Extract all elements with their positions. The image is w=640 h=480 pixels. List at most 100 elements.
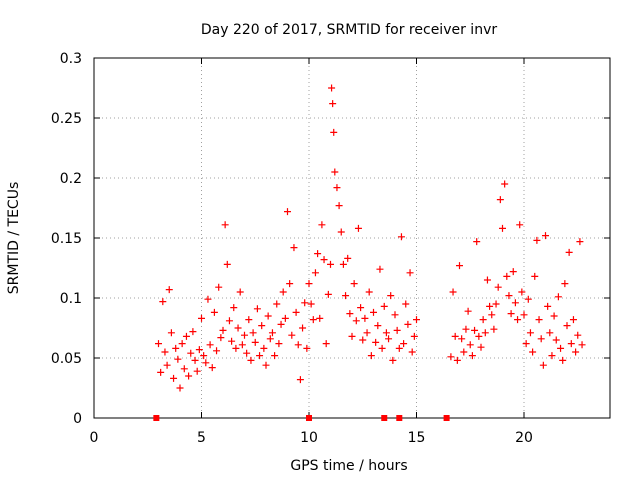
data-point xyxy=(408,348,416,356)
gap-marker xyxy=(381,415,388,421)
y-tick-label: 0.15 xyxy=(51,231,82,247)
data-point xyxy=(404,320,412,328)
data-point xyxy=(290,244,298,252)
data-point xyxy=(561,280,569,288)
data-point xyxy=(544,302,552,310)
data-point xyxy=(542,232,549,240)
data-point xyxy=(486,302,494,310)
data-point xyxy=(548,352,556,360)
data-point xyxy=(359,336,367,344)
data-point xyxy=(387,292,395,300)
data-point xyxy=(159,298,167,306)
data-point xyxy=(277,320,285,328)
data-point xyxy=(449,288,457,296)
data-point xyxy=(494,283,502,291)
data-point xyxy=(524,295,532,303)
x-tick-label: 10 xyxy=(300,430,318,446)
data-point xyxy=(406,269,414,277)
data-point xyxy=(204,295,212,303)
data-point xyxy=(311,269,319,277)
data-point xyxy=(518,288,526,296)
data-point xyxy=(260,344,268,352)
data-point xyxy=(286,280,294,288)
data-point xyxy=(483,276,491,284)
data-point xyxy=(176,384,184,392)
data-point xyxy=(514,316,522,324)
data-point xyxy=(314,250,322,258)
data-point xyxy=(217,334,225,342)
axes xyxy=(93,57,611,419)
data-point xyxy=(466,341,474,349)
data-point xyxy=(294,341,302,349)
data-point xyxy=(238,341,246,349)
x-tick-label: 15 xyxy=(408,430,426,446)
data-point xyxy=(451,332,459,340)
data-point xyxy=(191,356,199,364)
data-point xyxy=(161,348,169,356)
data-point xyxy=(511,299,519,307)
data-point xyxy=(507,310,515,318)
data-point xyxy=(219,326,227,334)
data-point xyxy=(232,344,240,352)
data-point xyxy=(346,310,354,318)
data-point xyxy=(155,340,162,348)
y-tick-label: 0.05 xyxy=(51,351,82,367)
x-tick-label: 5 xyxy=(197,430,206,446)
data-point xyxy=(516,221,524,229)
data-point xyxy=(393,326,401,334)
x-tick-label: 0 xyxy=(90,430,99,446)
data-point xyxy=(187,349,195,357)
data-point xyxy=(468,352,476,360)
data-point xyxy=(574,331,582,339)
data-point xyxy=(367,352,375,360)
data-point xyxy=(410,332,418,340)
y-tick-label: 0.1 xyxy=(60,291,82,307)
data-point xyxy=(210,308,218,316)
data-point xyxy=(481,329,489,337)
data-point xyxy=(309,316,317,324)
data-point xyxy=(378,344,386,352)
data-point xyxy=(475,332,483,340)
data-point xyxy=(303,344,311,352)
data-point xyxy=(479,316,487,324)
data-point xyxy=(557,344,565,352)
data-point xyxy=(208,364,216,372)
data-point xyxy=(271,352,279,360)
data-point xyxy=(305,280,313,288)
data-point xyxy=(200,352,208,360)
data-point xyxy=(503,272,511,280)
data-point xyxy=(539,361,547,369)
data-point xyxy=(447,353,455,361)
data-point xyxy=(330,128,338,136)
data-point xyxy=(559,356,567,364)
data-point xyxy=(266,335,274,343)
data-point xyxy=(344,254,352,262)
data-point xyxy=(382,329,390,337)
data-point xyxy=(328,84,336,92)
gap-marker xyxy=(443,415,450,421)
data-point xyxy=(531,272,539,280)
data-point xyxy=(350,280,358,288)
data-point xyxy=(284,208,291,216)
data-point xyxy=(230,304,238,312)
data-point xyxy=(400,340,408,348)
data-point xyxy=(198,314,205,322)
data-point xyxy=(526,329,534,337)
data-point xyxy=(256,352,264,360)
data-point xyxy=(322,340,330,348)
data-point xyxy=(243,349,251,357)
data-point xyxy=(363,329,371,337)
data-point xyxy=(335,202,343,210)
data-point xyxy=(165,286,173,294)
data-point xyxy=(537,335,545,343)
x-tick-label: 20 xyxy=(515,430,533,446)
data-point xyxy=(546,329,554,337)
data-point xyxy=(193,367,201,375)
data-point xyxy=(499,224,506,232)
data-point xyxy=(301,299,309,307)
data-point xyxy=(348,332,356,340)
data-point xyxy=(565,248,573,256)
data-point xyxy=(292,308,300,316)
